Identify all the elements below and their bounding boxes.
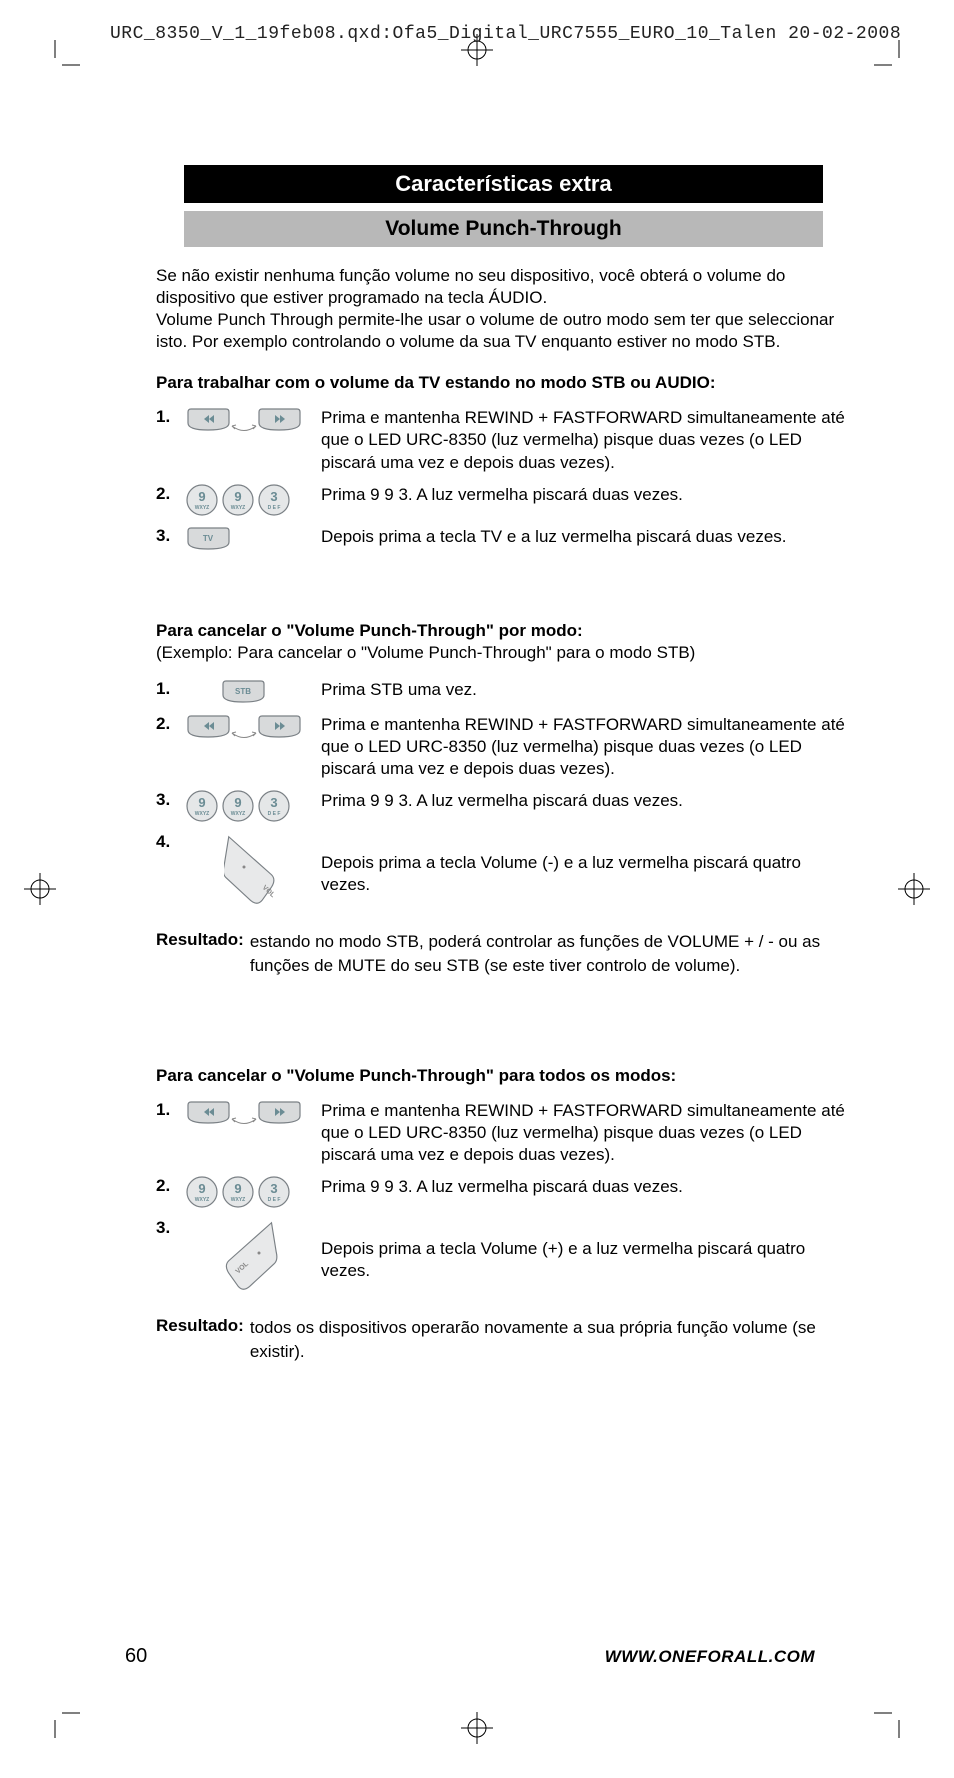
step-text: Depois prima a tecla Volume (+) e a luz …: [321, 1218, 851, 1282]
section1-heading: Para trabalhar com o volume da TV estand…: [156, 373, 851, 393]
key-3-icon: [258, 1176, 290, 1208]
sec3-result: Resultado: todos os dispositivos operarã…: [156, 1316, 851, 1364]
fastforward-key-icon: [257, 407, 302, 432]
page-number: 60: [125, 1645, 147, 1668]
key-3-icon: [258, 790, 290, 822]
rewind-key-icon: [186, 407, 231, 432]
fastforward-key-icon: [257, 1100, 302, 1125]
sec1-step3: 3. Depois prima a tecla TV e a luz verme…: [156, 526, 851, 551]
fastforward-key-icon: [257, 714, 302, 739]
sec2-result: Resultado: estando no modo STB, poderá c…: [156, 930, 851, 978]
vol-minus-icon: [224, 832, 284, 910]
step-number: 3.: [156, 1218, 186, 1238]
crop-mark: [30, 1688, 80, 1738]
stb-key-icon: [221, 679, 266, 704]
key-9-icon: [186, 484, 218, 516]
step-text: Prima 9 9 3. A luz vermelha piscará duas…: [321, 1176, 851, 1198]
key-9-icon: [222, 790, 254, 822]
step-number: 4.: [156, 832, 186, 852]
intro-text: Se não existir nenhuma função volume no …: [156, 265, 851, 353]
step-number: 3.: [156, 790, 186, 810]
step-number: 1.: [156, 407, 186, 427]
step-text: Prima e mantenha REWIND + FASTFORWARD si…: [321, 714, 851, 780]
step-number: 2.: [156, 1176, 186, 1196]
result-label: Resultado:: [156, 930, 244, 978]
key-9-icon: [222, 484, 254, 516]
step-number: 2.: [156, 484, 186, 504]
step-text: Prima STB uma vez.: [321, 679, 851, 701]
section3-heading: Para cancelar o "Volume Punch-Through" p…: [156, 1066, 851, 1086]
key-9-icon: [222, 1176, 254, 1208]
vol-plus-icon: [224, 1218, 284, 1296]
key-9-icon: [186, 790, 218, 822]
crop-mark: [874, 1688, 924, 1738]
sec3-step2: 2. Prima 9 9 3. A luz vermelha piscará d…: [156, 1176, 851, 1208]
step-text: Prima e mantenha REWIND + FASTFORWARD si…: [321, 1100, 851, 1166]
step-text: Prima e mantenha REWIND + FASTFORWARD si…: [321, 407, 851, 473]
footer-url: WWW.ONEFORALL.COM: [605, 1647, 825, 1667]
sec3-step3: 3. Depois prima a tecla Volume (+) e a l…: [156, 1218, 851, 1296]
registration-mark: [894, 869, 934, 909]
print-header: URC_8350_V_1_19feb08.qxd:Ofa5_Digital_UR…: [110, 24, 901, 44]
step-text: Prima 9 9 3. A luz vermelha piscará duas…: [321, 790, 851, 812]
tv-key-icon: [186, 526, 231, 551]
title-grey-bar: Volume Punch-Through: [184, 211, 823, 247]
swap-arc-icon: [229, 407, 259, 432]
swap-arc-icon: [229, 714, 259, 739]
step-number: 1.: [156, 679, 186, 699]
title-black-bar: Características extra: [184, 165, 823, 203]
rewind-key-icon: [186, 1100, 231, 1125]
step-number: 1.: [156, 1100, 186, 1120]
crop-mark: [874, 40, 924, 90]
step-number: 2.: [156, 714, 186, 734]
crop-mark: [30, 40, 80, 90]
result-text: todos os dispositivos operarão novamente…: [244, 1316, 851, 1364]
registration-mark: [20, 869, 60, 909]
swap-arc-icon: [229, 1100, 259, 1125]
key-3-icon: [258, 484, 290, 516]
result-text: estando no modo STB, poderá controlar as…: [244, 930, 851, 978]
rewind-key-icon: [186, 714, 231, 739]
step-number: 3.: [156, 526, 186, 546]
section2-sub: (Exemplo: Para cancelar o "Volume Punch-…: [156, 643, 851, 663]
step-text: Depois prima a tecla TV e a luz vermelha…: [321, 526, 851, 548]
step-text: Depois prima a tecla Volume (-) e a luz …: [321, 832, 851, 896]
step-text: Prima 9 9 3. A luz vermelha piscará duas…: [321, 484, 851, 506]
sec1-step1: 1. Prima e mantenha REWIND + FASTFORWARD…: [156, 407, 851, 473]
section2-heading: Para cancelar o "Volume Punch-Through" p…: [156, 621, 851, 641]
intro-p2: Volume Punch Through permite-lhe usar o …: [156, 310, 834, 351]
sec1-step2: 2. Prima 9 9 3. A luz vermelha piscará d…: [156, 484, 851, 516]
sec3-step1: 1. Prima e mantenha REWIND + FASTFORWARD…: [156, 1100, 851, 1166]
intro-p1: Se não existir nenhuma função volume no …: [156, 266, 785, 307]
key-9-icon: [186, 1176, 218, 1208]
sec2-step1: 1. Prima STB uma vez.: [156, 679, 851, 704]
sec2-step2: 2. Prima e mantenha REWIND + FASTFORWARD…: [156, 714, 851, 780]
registration-mark: [457, 1708, 497, 1748]
sec2-step3: 3. Prima 9 9 3. A luz vermelha piscará d…: [156, 790, 851, 822]
result-label: Resultado:: [156, 1316, 244, 1364]
sec2-step4: 4. Depois prima a tecla Volume (-) e a l…: [156, 832, 851, 910]
